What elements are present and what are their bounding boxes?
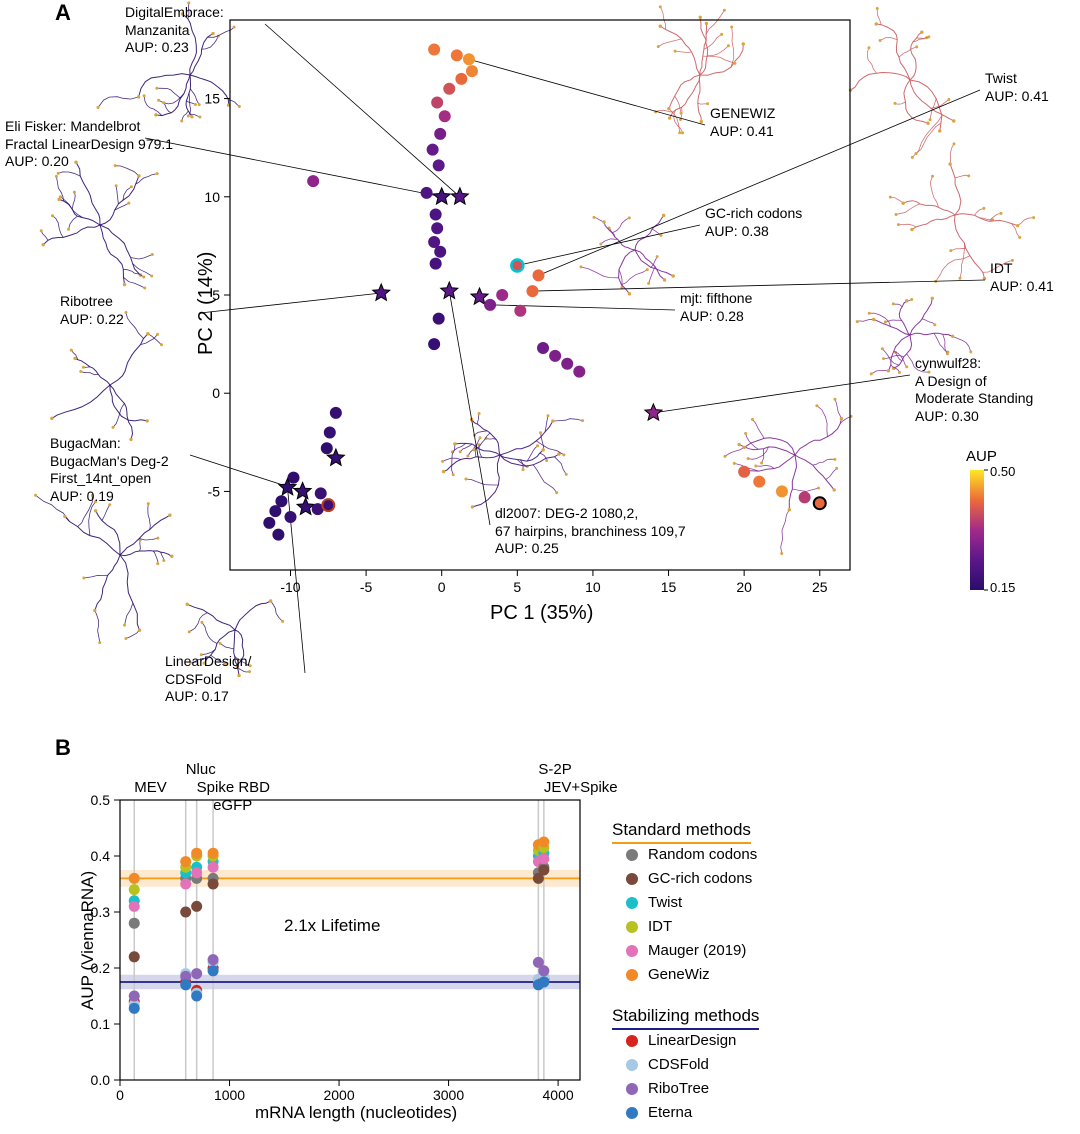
- panel-a-ylabel: PC 2 (14%): [195, 252, 218, 355]
- legend-item: RiboTree: [626, 1080, 709, 1097]
- panel-a-xlabel: PC 1 (35%): [490, 602, 593, 625]
- svg-text:25: 25: [812, 579, 828, 595]
- annotation-a6: dl2007: DEG-2 1080,2, 67 hairpins, branc…: [495, 505, 686, 558]
- annotation-a11: IDT AUP: 0.41: [990, 260, 1054, 295]
- legend-dot-icon: [626, 945, 638, 957]
- svg-text:10: 10: [585, 579, 601, 595]
- legend-label: Eterna: [648, 1104, 692, 1121]
- colorbar-min: 0.15: [990, 580, 1015, 595]
- legend-label: Random codons: [648, 846, 757, 863]
- svg-text:0.1: 0.1: [91, 1016, 111, 1032]
- lifetime-annotation: 2.1x Lifetime: [284, 916, 380, 936]
- svg-text:0.4: 0.4: [91, 848, 111, 864]
- svg-text:2000: 2000: [323, 1087, 354, 1103]
- svg-text:-5: -5: [360, 579, 373, 595]
- legend-label: IDT: [648, 918, 672, 935]
- legend-dot-icon: [626, 1083, 638, 1095]
- panel-b-ylabel: AUP (ViennaRNA): [78, 871, 98, 1010]
- legend-dot-icon: [626, 1035, 638, 1047]
- legend-dot-icon: [626, 873, 638, 885]
- legend-item: Twist: [626, 894, 682, 911]
- legend-dot-icon: [626, 1059, 638, 1071]
- legend-header: Stabilizing methods: [612, 1006, 759, 1030]
- svg-text:1000: 1000: [214, 1087, 245, 1103]
- legend-label: CDSFold: [648, 1056, 709, 1073]
- figure-root: A B -10-50510152025-5051015 PC 1 (35%) P…: [0, 0, 1080, 1134]
- annotation-a3: Ribotree AUP: 0.22: [60, 293, 124, 328]
- svg-text:MEV: MEV: [134, 779, 167, 796]
- annotation-a5: LinearDesign/ CDSFold AUP: 0.17: [165, 653, 251, 706]
- legend-dot-icon: [626, 897, 638, 909]
- legend-header: Standard methods: [612, 820, 751, 844]
- svg-text:15: 15: [661, 579, 677, 595]
- legend-label: Mauger (2019): [648, 942, 746, 959]
- legend-dot-icon: [626, 849, 638, 861]
- svg-text:S-2P: S-2P: [538, 761, 571, 778]
- annotation-a1: DigitalEmbrace: Manzanita AUP: 0.23: [125, 4, 224, 57]
- svg-text:5: 5: [513, 579, 521, 595]
- legend-label: RiboTree: [648, 1080, 709, 1097]
- legend-label: GeneWiz: [648, 966, 710, 983]
- annotation-a2: Eli Fisker: Mandelbrot Fractal LinearDes…: [5, 118, 173, 171]
- svg-text:-5: -5: [208, 483, 221, 499]
- svg-text:Nluc: Nluc: [186, 761, 217, 778]
- svg-text:3000: 3000: [433, 1087, 464, 1103]
- panel-b-svg: 010002000300040000.00.10.20.30.40.5MEVNl…: [0, 740, 1080, 1134]
- colorbar-title: AUP: [966, 448, 997, 465]
- legend-label: Twist: [648, 894, 682, 911]
- legend-label: LinearDesign: [648, 1032, 736, 1049]
- svg-text:10: 10: [204, 189, 220, 205]
- svg-text:eGFP: eGFP: [213, 797, 252, 814]
- svg-text:JEV+Spike: JEV+Spike: [544, 779, 618, 796]
- panel-b-xlabel: mRNA length (nucleotides): [255, 1103, 457, 1123]
- legend-item: IDT: [626, 918, 672, 935]
- legend-item: Mauger (2019): [626, 942, 746, 959]
- legend-dot-icon: [626, 969, 638, 981]
- svg-text:0.0: 0.0: [91, 1072, 111, 1088]
- colorbar-max: 0.50: [990, 464, 1015, 479]
- legend-item: Eterna: [626, 1104, 692, 1121]
- svg-text:4000: 4000: [543, 1087, 574, 1103]
- svg-text:0.5: 0.5: [91, 792, 111, 808]
- svg-text:0: 0: [116, 1087, 124, 1103]
- legend-item: GeneWiz: [626, 966, 710, 983]
- svg-text:15: 15: [204, 91, 220, 107]
- legend-dot-icon: [626, 921, 638, 933]
- legend-item: LinearDesign: [626, 1032, 736, 1049]
- legend-item: GC-rich codons: [626, 870, 752, 887]
- svg-text:20: 20: [736, 579, 752, 595]
- legend-item: Random codons: [626, 846, 757, 863]
- svg-text:0: 0: [212, 385, 220, 401]
- annotation-a7: mjt: fifthone AUP: 0.28: [680, 290, 752, 325]
- annotation-a10: Twist AUP: 0.41: [985, 70, 1049, 105]
- svg-text:0: 0: [438, 579, 446, 595]
- annotation-a12: cynwulf28: A Design of Moderate Standing…: [915, 355, 1033, 425]
- annotation-a4: BugacMan: BugacMan's Deg-2 First_14nt_op…: [50, 435, 169, 505]
- legend-label: GC-rich codons: [648, 870, 752, 887]
- legend-dot-icon: [626, 1107, 638, 1119]
- legend-item: CDSFold: [626, 1056, 709, 1073]
- annotation-a9: GENEWIZ AUP: 0.41: [710, 105, 775, 140]
- svg-text:Spike RBD: Spike RBD: [197, 779, 271, 796]
- annotation-a8: GC-rich codons AUP: 0.38: [705, 205, 802, 240]
